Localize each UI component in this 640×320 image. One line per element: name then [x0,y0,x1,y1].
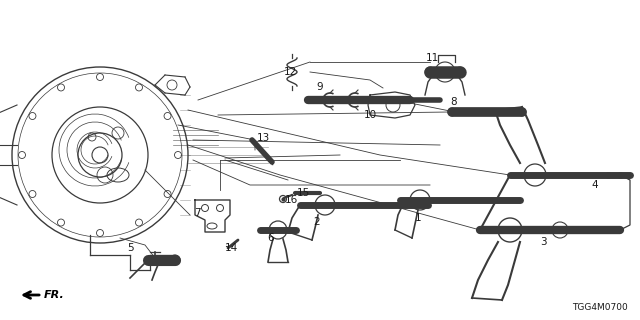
Text: 3: 3 [540,237,547,247]
Text: 4: 4 [592,180,598,190]
Text: 10: 10 [364,110,376,120]
Text: 8: 8 [451,97,458,107]
Text: 2: 2 [314,217,320,227]
Text: 15: 15 [296,188,310,198]
Text: 11: 11 [426,53,438,63]
Text: TGG4M0700: TGG4M0700 [572,303,628,312]
Text: 6: 6 [268,233,275,243]
Text: 5: 5 [128,243,134,253]
Text: 12: 12 [284,67,296,77]
Text: 1: 1 [415,213,421,223]
Text: 13: 13 [257,133,269,143]
Text: 9: 9 [317,82,323,92]
Text: 16: 16 [284,195,298,205]
Text: FR.: FR. [44,290,65,300]
Text: 14: 14 [225,243,237,253]
Text: 7: 7 [194,208,200,218]
